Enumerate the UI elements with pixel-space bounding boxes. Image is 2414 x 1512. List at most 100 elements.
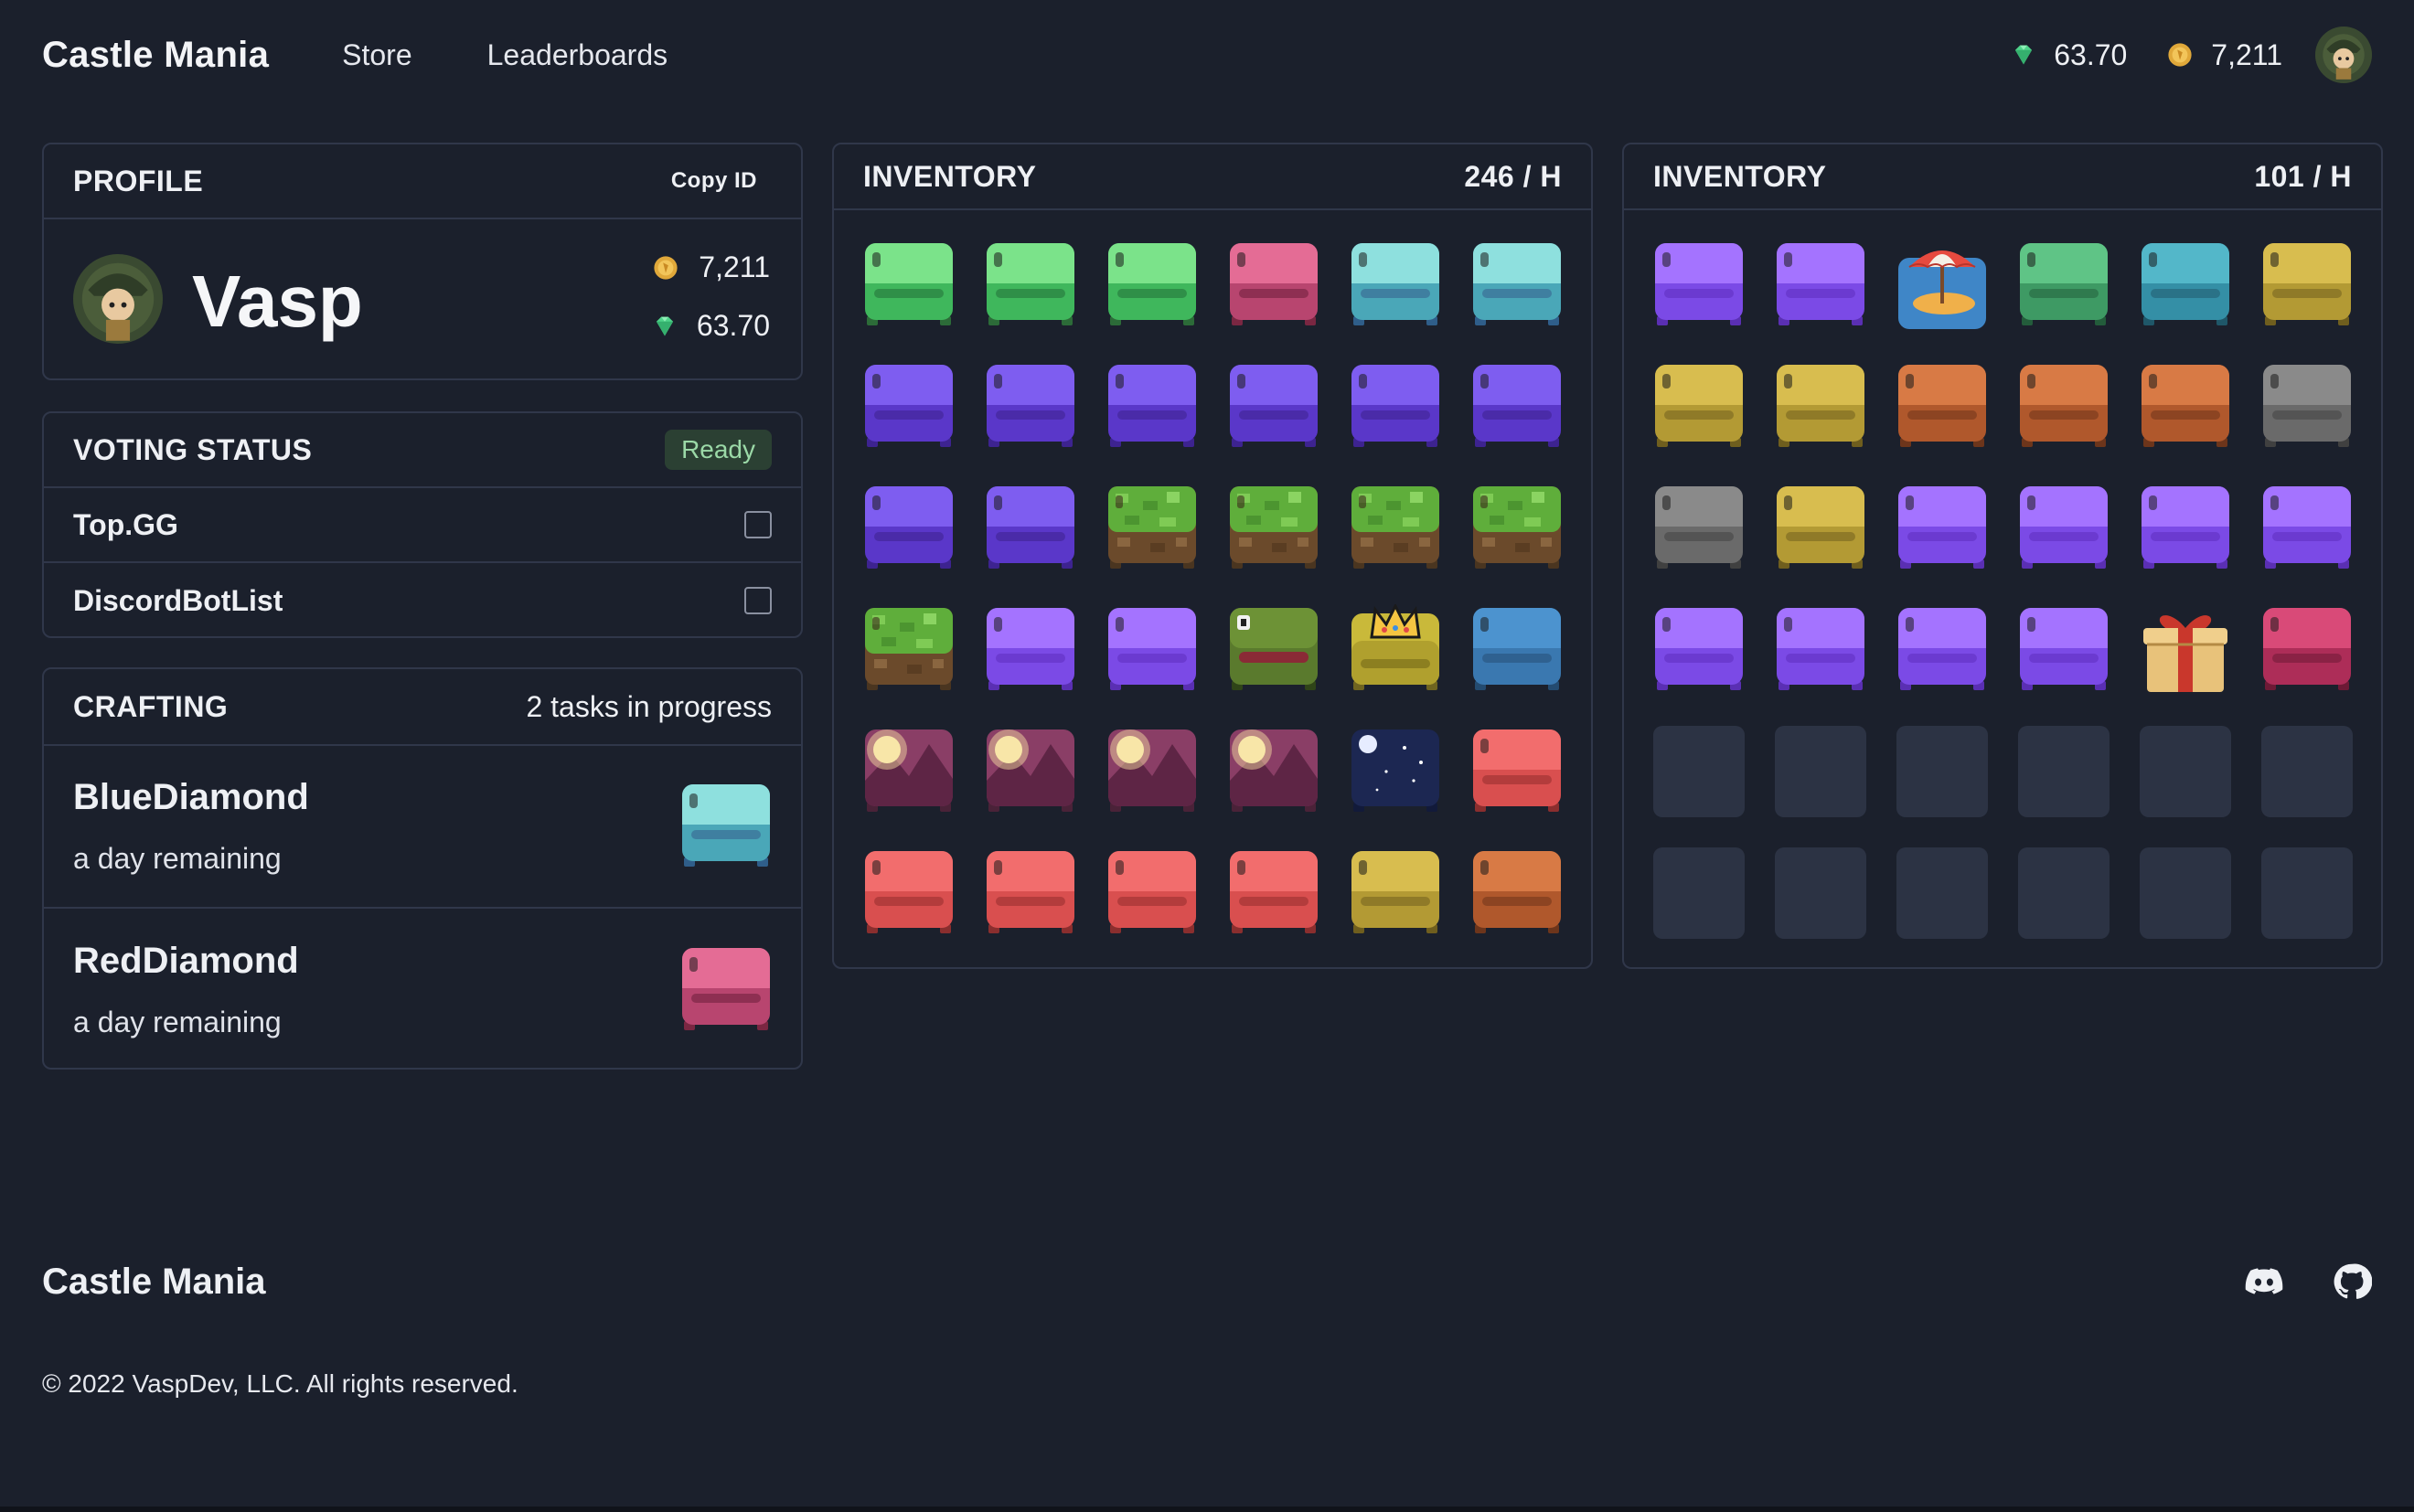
chest-purple-icon[interactable] xyxy=(2018,483,2110,574)
discord-icon[interactable] xyxy=(2244,1262,2284,1302)
chest-grass-icon[interactable] xyxy=(1350,483,1441,574)
profile-avatar xyxy=(73,254,163,344)
empty-slot xyxy=(1896,726,1988,817)
gift-icon[interactable] xyxy=(2140,604,2231,696)
chest-grass-icon[interactable] xyxy=(863,604,955,696)
chest-gold-icon[interactable] xyxy=(1775,361,1866,453)
chest-copper-icon[interactable] xyxy=(1471,847,1563,939)
chest-cyan-icon[interactable] xyxy=(1350,240,1441,331)
chest-violet-icon[interactable] xyxy=(1350,361,1441,453)
chest-copper-icon[interactable] xyxy=(1896,361,1988,453)
chest-ruby-icon[interactable] xyxy=(2261,604,2353,696)
profile-gems: 63.70 xyxy=(653,309,770,343)
profile-title: PROFILE xyxy=(73,164,204,197)
chest-grass-icon[interactable] xyxy=(1228,483,1319,574)
avatar-icon[interactable] xyxy=(2315,27,2372,83)
chest-violet-icon[interactable] xyxy=(1228,361,1319,453)
chest-violet-icon[interactable] xyxy=(863,483,955,574)
voting-header: VOTING STATUS Ready xyxy=(44,413,801,488)
chest-pink-icon xyxy=(680,944,772,1036)
chest-moon-icon[interactable] xyxy=(1228,726,1319,817)
chest-purple-icon[interactable] xyxy=(1775,604,1866,696)
chest-violet-icon[interactable] xyxy=(1471,361,1563,453)
chest-gold-icon[interactable] xyxy=(1653,361,1745,453)
gem-icon xyxy=(653,314,677,338)
chest-gold-icon[interactable] xyxy=(1350,847,1441,939)
chest-crown-icon[interactable] xyxy=(1350,604,1441,696)
chest-violet-icon[interactable] xyxy=(985,483,1076,574)
chest-sunset-icon[interactable] xyxy=(863,847,955,939)
github-icon[interactable] xyxy=(2332,1262,2373,1302)
inventory-header: INVENTORY 246 / H xyxy=(834,144,1591,210)
chest-copper-icon[interactable] xyxy=(2018,361,2110,453)
craft-task: BlueDiamond a day remaining xyxy=(44,746,801,909)
chest-violet-icon[interactable] xyxy=(985,361,1076,453)
chest-purple-icon[interactable] xyxy=(1775,240,1866,331)
empty-slot xyxy=(2140,847,2231,939)
beach-icon[interactable] xyxy=(1896,240,1988,331)
inventory-title: INVENTORY xyxy=(863,159,1037,193)
chest-gray-icon[interactable] xyxy=(2261,361,2353,453)
chest-purple-icon[interactable] xyxy=(1896,483,1988,574)
empty-slot xyxy=(2018,726,2110,817)
chest-purple-icon[interactable] xyxy=(1653,604,1745,696)
chest-purple-icon[interactable] xyxy=(985,604,1076,696)
chest-purple-icon[interactable] xyxy=(1896,604,1988,696)
chest-gray-icon[interactable] xyxy=(1653,483,1745,574)
vote-checkbox[interactable] xyxy=(744,511,772,538)
chest-green-icon[interactable] xyxy=(1106,240,1198,331)
vote-row-topgg: Top.GG xyxy=(44,488,801,563)
empty-slot xyxy=(2140,726,2231,817)
chest-purple-icon[interactable] xyxy=(2140,483,2231,574)
chest-sunset-icon[interactable] xyxy=(1106,847,1198,939)
profile-coins-amount: 7,211 xyxy=(699,250,770,283)
top-nav: Castle Mania Store Leaderboards 63.70 7,… xyxy=(42,26,2372,84)
chest-gold-icon[interactable] xyxy=(2261,240,2353,331)
inventory-rate: 246 / H xyxy=(1464,159,1562,193)
chest-purple-icon[interactable] xyxy=(1653,240,1745,331)
chest-teal-icon[interactable] xyxy=(2140,240,2231,331)
chest-pink-icon[interactable] xyxy=(1228,240,1319,331)
chest-purple-icon[interactable] xyxy=(2261,483,2353,574)
chest-green-icon[interactable] xyxy=(863,240,955,331)
vote-checkbox[interactable] xyxy=(744,587,772,614)
chest-moon-icon[interactable] xyxy=(863,726,955,817)
chest-sunset-icon[interactable] xyxy=(1228,847,1319,939)
craft-task: RedDiamond a day remaining xyxy=(44,909,801,1071)
chest-grass-icon[interactable] xyxy=(1471,483,1563,574)
footer-brand: Castle Mania xyxy=(42,1262,266,1302)
chest-purple-icon[interactable] xyxy=(1106,604,1198,696)
chest-green-icon[interactable] xyxy=(985,240,1076,331)
nav-balances: 63.70 7,211 xyxy=(2012,27,2372,83)
status-badge: Ready xyxy=(665,430,772,470)
chest-emerald-icon[interactable] xyxy=(2018,240,2110,331)
chest-sunset-icon[interactable] xyxy=(1471,726,1563,817)
chest-cyan-icon[interactable] xyxy=(1471,240,1563,331)
crafting-header: CRAFTING 2 tasks in progress xyxy=(44,669,801,746)
empty-slot xyxy=(2261,847,2353,939)
inventory-grid xyxy=(834,210,1591,968)
vote-site-label: Top.GG xyxy=(73,507,178,541)
chest-night-icon[interactable] xyxy=(1350,726,1441,817)
chest-cyan-icon xyxy=(680,781,772,872)
brand-logo[interactable]: Castle Mania xyxy=(42,34,270,75)
craft-task-name: BlueDiamond xyxy=(73,777,309,817)
chest-copper-icon[interactable] xyxy=(2140,361,2231,453)
copy-id-button[interactable]: Copy ID xyxy=(670,168,757,193)
chest-frog-icon[interactable] xyxy=(1228,604,1319,696)
chest-violet-icon[interactable] xyxy=(863,361,955,453)
chest-gold-icon[interactable] xyxy=(1775,483,1866,574)
chest-grass-icon[interactable] xyxy=(1106,483,1198,574)
nav-leaderboards-link[interactable]: Leaderboards xyxy=(486,37,668,71)
chest-purple-icon[interactable] xyxy=(2018,604,2110,696)
profile-header: PROFILE Copy ID xyxy=(44,144,801,219)
chest-moon-icon[interactable] xyxy=(985,726,1076,817)
chest-blue-icon[interactable] xyxy=(1471,604,1563,696)
coin-icon xyxy=(653,255,678,281)
craft-task-time: a day remaining xyxy=(73,1006,282,1038)
chest-sunset-icon[interactable] xyxy=(985,847,1076,939)
inventory-title: INVENTORY xyxy=(1653,159,1827,193)
nav-store-link[interactable]: Store xyxy=(342,37,412,71)
chest-violet-icon[interactable] xyxy=(1106,361,1198,453)
chest-moon-icon[interactable] xyxy=(1106,726,1198,817)
